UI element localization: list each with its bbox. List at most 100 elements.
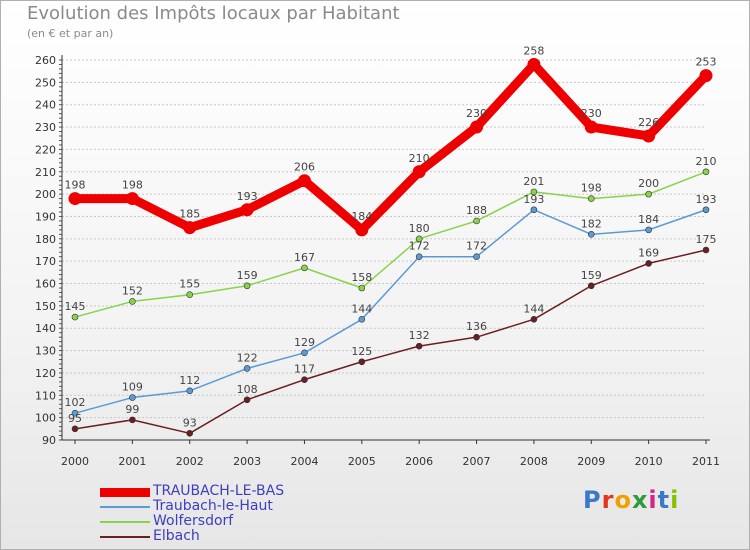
data-label: 125 (351, 345, 372, 358)
axes (59, 55, 710, 444)
data-point (587, 231, 595, 238)
data-label: 185 (179, 208, 200, 221)
data-point (358, 284, 366, 292)
y-tick-label: 170 (35, 255, 56, 268)
logo-letter: i (648, 486, 658, 514)
y-tick-label: 160 (35, 278, 56, 291)
x-tick-label: 2001 (118, 455, 146, 468)
data-point (415, 253, 423, 261)
x-tick-label: 2005 (348, 455, 376, 468)
y-tick-label: 150 (35, 300, 56, 313)
data-point (473, 253, 480, 261)
x-tick-label: 2003 (233, 455, 261, 468)
data-label: 129 (294, 336, 315, 349)
data-label: 184 (638, 213, 659, 226)
data-label: 230 (581, 107, 602, 120)
y-tick-label: 220 (35, 143, 56, 156)
data-label: 200 (638, 177, 659, 190)
data-point (702, 206, 710, 214)
data-point (470, 120, 484, 134)
x-tick-label: 2006 (405, 455, 433, 468)
data-label: 102 (65, 396, 86, 409)
data-point (642, 129, 656, 143)
logo-letter: t (657, 486, 671, 514)
data-label: 175 (696, 233, 717, 246)
y-tick-label: 240 (35, 99, 56, 112)
data-point (645, 226, 652, 234)
data-point (71, 409, 79, 417)
data-label: 210 (409, 152, 430, 165)
y-tick-label: 230 (35, 121, 56, 134)
data-label: 158 (351, 271, 372, 284)
data-point (530, 206, 538, 214)
data-point (358, 358, 366, 366)
data-label: 193 (696, 193, 717, 206)
data-label: 159 (581, 269, 602, 282)
x-tick-label: 2007 (463, 455, 491, 468)
data-point (129, 394, 136, 401)
data-point (129, 416, 136, 424)
y-tick-label: 140 (35, 322, 56, 335)
data-label: 206 (294, 161, 315, 174)
data-point (129, 298, 136, 305)
series-line (74, 171, 707, 318)
chart-title: Evolution des Impôts locaux par Habitant (27, 3, 400, 24)
data-label: 172 (409, 240, 430, 253)
data-point (587, 282, 595, 290)
data-label: 99 (125, 403, 139, 416)
data-point (186, 387, 194, 395)
data-label: 136 (466, 320, 487, 333)
x-tick-label: 2010 (635, 455, 663, 468)
data-point (530, 315, 538, 323)
legend-label: Elbach (153, 528, 200, 544)
data-point (243, 396, 251, 404)
data-label: 210 (696, 155, 717, 168)
logo-letter: P (583, 486, 602, 514)
data-point (301, 376, 308, 383)
legend-swatch (100, 536, 150, 538)
data-label: 258 (523, 44, 544, 57)
data-label: 144 (523, 302, 544, 315)
x-tick-label: 2009 (577, 455, 605, 468)
chart-subtitle: (en € et par an) (27, 27, 114, 40)
y-tick-label: 190 (35, 210, 56, 223)
x-tick-label: 2002 (176, 455, 204, 468)
data-point (645, 260, 652, 267)
legend-item: Elbach (100, 529, 360, 544)
proxiti-logo: Proxiti (583, 486, 679, 514)
data-point (587, 195, 595, 202)
data-point (71, 313, 79, 321)
data-label: 159 (237, 269, 258, 282)
data-point (183, 221, 197, 235)
data-label: 117 (294, 363, 315, 376)
legend-item: Traubach-le-Haut (100, 499, 360, 514)
legend-item: Wolfersdorf (100, 514, 360, 529)
data-point (240, 203, 254, 217)
legend-swatch (100, 506, 150, 508)
y-tick-label: 180 (35, 233, 56, 246)
y-tick-label: 250 (35, 76, 56, 89)
y-tick-label: 210 (35, 166, 56, 179)
data-label: 226 (638, 116, 659, 129)
data-label: 198 (581, 182, 602, 195)
series-group (68, 57, 713, 437)
logo-letter: r (601, 486, 615, 514)
data-point (186, 429, 194, 437)
y-tick-label: 100 (35, 412, 56, 425)
data-point (584, 120, 598, 134)
data-label: 198 (65, 179, 86, 192)
legend-swatch (100, 521, 150, 523)
y-tick-label: 120 (35, 367, 56, 380)
data-label: 122 (237, 351, 258, 364)
data-point (186, 291, 194, 299)
x-tick-label: 2011 (692, 455, 720, 468)
data-point (473, 333, 480, 341)
series-line (74, 209, 707, 414)
data-point (415, 235, 423, 243)
data-point (358, 315, 366, 323)
x-tick-label: 2008 (520, 455, 548, 468)
legend-label: Wolfersdorf (153, 513, 234, 529)
data-point (473, 217, 480, 225)
data-labels-group: 198 198 185 193 206 184 210 230 258 230 226 253 102 1… (65, 44, 717, 429)
